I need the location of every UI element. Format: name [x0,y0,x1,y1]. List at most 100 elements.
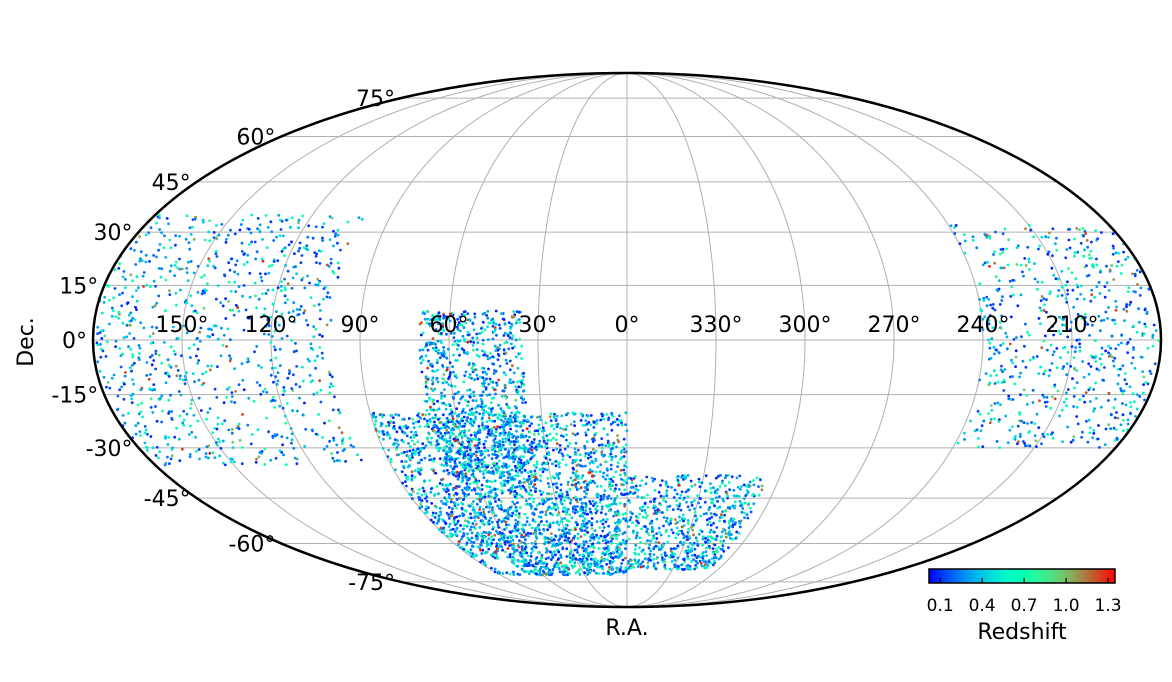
data-point [426,366,430,370]
data-point [1120,333,1124,337]
data-point [549,438,553,442]
data-point [1124,403,1128,407]
data-point [395,430,399,434]
data-point [503,331,507,335]
data-point [250,433,254,436]
data-point [523,435,527,438]
data-point [994,348,998,352]
data-point [425,499,429,503]
data-point [167,398,171,402]
data-point [611,414,615,418]
data-point [152,254,156,257]
data-point [374,415,378,419]
data-point [167,363,171,367]
data-point [958,242,962,246]
data-point [1129,411,1133,415]
grid-meridian [626,72,895,608]
data-point [587,571,591,574]
data-point [1061,367,1065,370]
data-point [276,371,280,374]
data-point [466,416,469,419]
data-point [569,528,573,532]
data-point [254,294,257,298]
data-point [516,564,520,568]
data-point [475,482,479,485]
data-point [424,444,428,448]
data-point [612,502,616,505]
data-point [503,385,507,388]
data-point [127,313,131,317]
data-point [305,244,309,248]
data-point [442,464,446,468]
data-point [421,311,425,315]
data-point [481,548,485,552]
data-point [540,499,544,503]
data-point [605,550,609,553]
data-point [623,502,627,506]
data-point [528,431,531,434]
data-point [602,454,605,458]
data-point [466,404,469,408]
data-point [1104,310,1108,314]
data-point [472,554,476,558]
data-point [484,439,487,443]
data-point [1111,355,1114,359]
data-point [131,392,135,396]
data-point [612,475,615,479]
data-point [328,391,332,395]
data-point [608,509,612,513]
data-point [442,469,446,473]
data-point [387,448,391,452]
data-point [147,377,151,381]
data-point [326,291,330,295]
data-point [220,326,223,330]
data-point [1090,354,1093,358]
data-point [527,492,531,495]
data-point [609,497,613,500]
data-point [599,519,603,523]
data-point [455,486,459,489]
data-point [1125,305,1128,309]
data-point [453,504,457,507]
data-point [504,351,508,355]
data-point [143,431,147,435]
data-point [265,391,269,394]
data-point [1111,244,1115,248]
data-point [151,411,155,414]
data-point [624,517,627,521]
data-point [211,431,215,435]
data-point [1114,347,1118,350]
data-point [479,500,482,503]
data-point [1062,365,1066,368]
data-point [475,515,479,519]
data-point [544,557,548,561]
data-point [480,462,484,466]
data-point [1065,362,1069,366]
data-point [449,434,452,437]
data-point [387,421,390,424]
data-point [449,331,453,335]
data-point [627,537,631,541]
data-point [473,458,477,462]
data-point [573,424,576,427]
data-point [1094,381,1097,385]
data-point [601,443,604,447]
data-point [575,475,578,479]
data-point [1022,388,1026,392]
data-point [599,498,603,501]
data-point [486,310,490,313]
data-point [291,409,294,412]
data-point [1072,395,1076,398]
data-point [455,506,458,510]
data-point [513,457,517,461]
data-point [515,492,519,495]
data-point [728,529,731,533]
data-point [336,275,340,279]
data-point [335,443,339,447]
data-point [437,517,441,521]
data-point [503,341,507,345]
data-point [437,418,440,421]
data-point [709,523,713,527]
data-point [990,337,994,341]
data-point [609,487,613,491]
